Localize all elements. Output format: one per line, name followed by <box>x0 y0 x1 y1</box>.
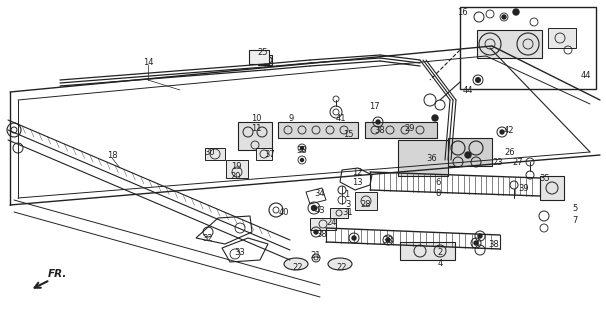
Bar <box>226 160 248 178</box>
Text: 37: 37 <box>265 149 275 158</box>
Text: 11: 11 <box>251 124 261 132</box>
Text: 6: 6 <box>435 178 441 187</box>
Text: 15: 15 <box>343 130 353 139</box>
Text: 38: 38 <box>488 239 499 249</box>
Circle shape <box>376 120 380 124</box>
Text: 19: 19 <box>231 162 241 171</box>
Text: 20: 20 <box>231 172 241 180</box>
Bar <box>278 122 358 138</box>
Bar <box>205 148 225 160</box>
Text: 25: 25 <box>258 47 268 57</box>
Text: 38: 38 <box>375 125 385 134</box>
Circle shape <box>465 152 471 158</box>
Text: 16: 16 <box>457 7 467 17</box>
Text: 39: 39 <box>519 183 529 193</box>
Text: 13: 13 <box>351 178 362 187</box>
Bar <box>256 148 272 160</box>
Circle shape <box>474 241 478 245</box>
Text: 32: 32 <box>202 234 213 243</box>
Text: 43: 43 <box>315 205 325 214</box>
Bar <box>330 208 348 218</box>
Text: 17: 17 <box>368 101 379 110</box>
Text: 27: 27 <box>513 157 524 166</box>
Bar <box>365 122 437 138</box>
Text: 31: 31 <box>342 207 353 217</box>
Bar <box>398 140 448 176</box>
Text: 14: 14 <box>143 58 153 67</box>
Text: 4: 4 <box>438 260 442 268</box>
Text: 5: 5 <box>573 204 578 212</box>
Text: 2: 2 <box>438 247 442 257</box>
Text: 36: 36 <box>427 154 438 163</box>
Text: 7: 7 <box>572 215 578 225</box>
Text: 1: 1 <box>344 189 350 198</box>
Text: 21: 21 <box>311 252 321 260</box>
Text: 26: 26 <box>505 148 515 156</box>
Bar <box>448 138 492 166</box>
Text: 23: 23 <box>493 157 504 166</box>
Text: 38: 38 <box>296 146 307 155</box>
Text: 29: 29 <box>405 124 415 132</box>
Text: 22: 22 <box>293 263 303 273</box>
Circle shape <box>513 9 519 15</box>
Text: 34: 34 <box>315 188 325 197</box>
Circle shape <box>476 77 481 83</box>
Text: 9: 9 <box>288 114 294 123</box>
Text: 33: 33 <box>235 247 245 257</box>
Bar <box>238 122 272 150</box>
Text: 24: 24 <box>327 218 338 227</box>
Bar <box>249 50 269 64</box>
Text: 35: 35 <box>540 173 550 182</box>
Circle shape <box>432 115 438 121</box>
Circle shape <box>478 234 482 238</box>
Text: 8: 8 <box>435 188 441 197</box>
Bar <box>310 218 336 230</box>
Circle shape <box>352 236 356 240</box>
Circle shape <box>301 147 304 149</box>
Circle shape <box>311 205 316 211</box>
Text: 44: 44 <box>463 85 473 94</box>
Circle shape <box>314 230 318 234</box>
Text: 28: 28 <box>361 199 371 209</box>
Circle shape <box>502 15 506 19</box>
Ellipse shape <box>284 258 308 270</box>
Bar <box>477 30 542 58</box>
Bar <box>400 242 455 260</box>
Text: 41: 41 <box>336 114 346 123</box>
Bar <box>355 192 377 210</box>
Text: 12: 12 <box>351 167 362 177</box>
Circle shape <box>386 238 390 242</box>
Text: FR.: FR. <box>48 269 67 279</box>
Bar <box>460 7 596 89</box>
Text: 30: 30 <box>205 148 215 156</box>
Bar <box>540 176 564 200</box>
Text: 44: 44 <box>581 70 591 79</box>
Text: 18: 18 <box>107 150 118 159</box>
Ellipse shape <box>328 258 352 270</box>
Text: 42: 42 <box>504 125 514 134</box>
Text: 3: 3 <box>345 199 351 209</box>
Text: 40: 40 <box>279 207 289 217</box>
Text: 38: 38 <box>382 236 393 244</box>
Text: 38: 38 <box>316 229 327 238</box>
Circle shape <box>301 158 304 162</box>
Bar <box>258 55 272 65</box>
Text: 22: 22 <box>337 263 347 273</box>
Circle shape <box>500 130 504 134</box>
Bar <box>548 28 576 48</box>
Text: 10: 10 <box>251 114 261 123</box>
